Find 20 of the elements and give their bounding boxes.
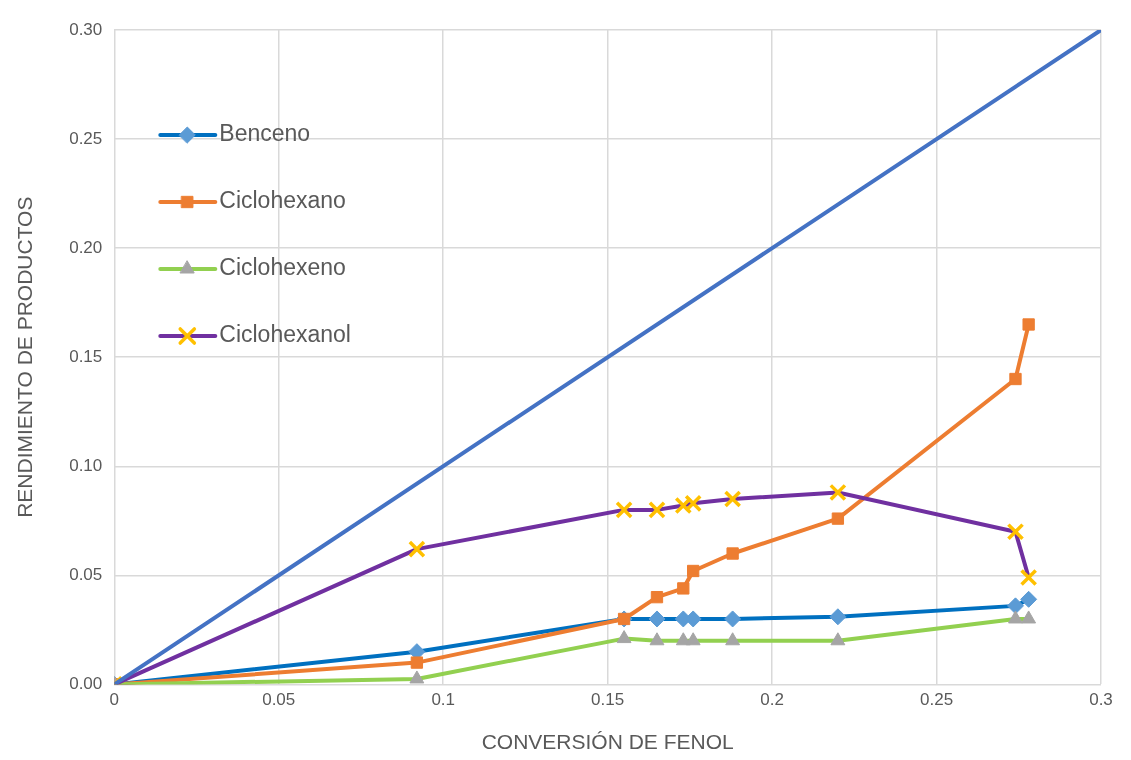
x-tick-label: 0	[109, 690, 120, 710]
y-tick-label: 0.10	[69, 455, 103, 475]
legend-label: Ciclohexanol	[219, 321, 351, 348]
legend-label: Benceno	[219, 120, 311, 147]
x-tick-label: 0.1	[431, 690, 456, 710]
y-tick-label: 0.25	[69, 128, 103, 148]
legend-label: Ciclohexano	[219, 187, 346, 214]
x-tick-label: 0.2	[760, 690, 784, 710]
x-tick-label: 0.05	[262, 690, 296, 710]
legend-label: Ciclohexeno	[219, 254, 346, 281]
y-tick-label: 0.00	[69, 674, 103, 694]
x-axis-title: CONVERSIÓN DE FENOL	[481, 730, 734, 754]
x-tick-label: 0.15	[591, 690, 625, 710]
x-tick-label: 0.3	[1089, 690, 1113, 710]
y-tick-label: 0.20	[69, 237, 103, 257]
y-axis-title: RENDIMIENTO DE PRODUCTOS	[13, 196, 37, 518]
x-tick-label: 0.25	[920, 690, 954, 710]
y-tick-label: 0.30	[69, 19, 103, 39]
y-tick-label: 0.15	[69, 346, 103, 366]
y-tick-label: 0.05	[69, 565, 103, 585]
